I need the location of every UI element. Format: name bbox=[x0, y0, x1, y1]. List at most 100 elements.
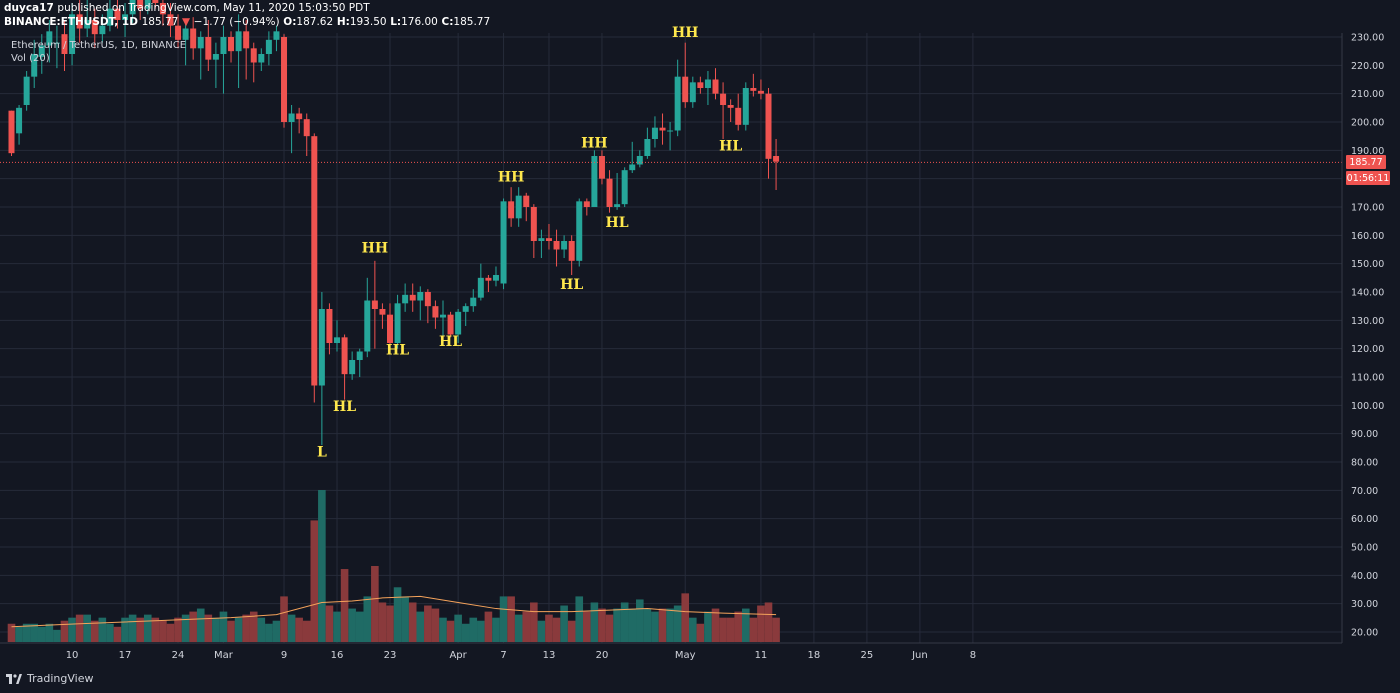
candle bbox=[167, 3, 174, 37]
candle bbox=[704, 71, 711, 105]
volume-bar bbox=[507, 596, 515, 642]
volume-bar bbox=[461, 623, 470, 642]
volume-bar bbox=[552, 617, 561, 642]
candle bbox=[371, 260, 378, 349]
candle bbox=[250, 42, 257, 83]
price-tick-label: 40.00 bbox=[1351, 571, 1378, 582]
candle bbox=[689, 76, 696, 108]
candle-body bbox=[720, 93, 727, 105]
candle bbox=[349, 351, 356, 380]
candle bbox=[651, 116, 658, 148]
price-tick-label: 120.00 bbox=[1351, 344, 1384, 355]
candle-body bbox=[598, 156, 605, 179]
annotation-label: HH bbox=[362, 240, 388, 256]
candle-body bbox=[129, 0, 136, 15]
time-tick-label: May bbox=[675, 650, 696, 661]
candle bbox=[674, 59, 681, 137]
volume-bar bbox=[287, 614, 296, 642]
volume-bar bbox=[174, 617, 182, 642]
volume-bar bbox=[393, 587, 402, 642]
volume-bar bbox=[30, 623, 39, 642]
close-label: C: bbox=[441, 16, 454, 28]
open-value: 187.62 bbox=[296, 16, 334, 28]
candle-body bbox=[220, 37, 227, 54]
volume-bar bbox=[75, 614, 84, 642]
price-axis-panel bbox=[1342, 0, 1400, 670]
candle-body bbox=[205, 37, 212, 60]
volume-bar bbox=[106, 623, 114, 642]
footer-brand: TradingView bbox=[27, 672, 94, 685]
candle-body bbox=[432, 306, 439, 318]
time-tick-label: Apr bbox=[449, 650, 467, 661]
candle bbox=[629, 141, 636, 173]
time-tick-label: 11 bbox=[755, 650, 768, 661]
volume-bar bbox=[371, 566, 379, 642]
candle bbox=[205, 20, 212, 71]
candle-body bbox=[250, 48, 257, 63]
candle-body bbox=[462, 306, 469, 312]
candle bbox=[69, 3, 76, 66]
time-tick-label: 16 bbox=[331, 650, 344, 661]
candle-body bbox=[46, 31, 53, 46]
volume-bar bbox=[681, 593, 690, 642]
volume-bar bbox=[560, 605, 568, 642]
candle-body bbox=[356, 351, 363, 360]
time-tick-label: Mar bbox=[214, 650, 234, 661]
chart-grid bbox=[0, 33, 1342, 643]
volume-bar bbox=[318, 490, 326, 642]
candle bbox=[334, 320, 341, 352]
candle bbox=[144, 0, 151, 15]
candle bbox=[538, 229, 545, 258]
price-axis[interactable]: 20.00 30.00 40.00 50.00 60.00 70.00 80.00 90.00… bbox=[1351, 33, 1384, 639]
candle-body bbox=[114, 8, 121, 20]
volume-bar bbox=[83, 614, 91, 642]
time-axis[interactable]: 10 17 24 Mar 9 16 23 Apr 7 13 20 May 11 18 25 Jun 8 bbox=[66, 650, 976, 661]
candle-body bbox=[447, 314, 454, 335]
volume-bars bbox=[7, 490, 780, 642]
candle-body bbox=[538, 238, 545, 241]
tradingview-logo[interactable]: TradingView bbox=[6, 672, 93, 685]
volume-bar bbox=[620, 602, 629, 642]
volume-bar bbox=[583, 611, 591, 642]
volume-bar bbox=[386, 605, 394, 642]
candle-body bbox=[621, 170, 628, 205]
volume-bar bbox=[499, 596, 508, 642]
volume-legend[interactable]: Vol (20) bbox=[11, 53, 50, 64]
candle bbox=[742, 82, 749, 131]
volume-bar bbox=[401, 596, 409, 642]
low-value: 176.00 bbox=[401, 16, 438, 28]
candle-body bbox=[659, 127, 666, 131]
candle-body bbox=[303, 119, 310, 137]
pattern-annotations: L HL HH HL HL HH HL HH HL HH HL bbox=[317, 25, 742, 460]
candle-body bbox=[228, 37, 235, 52]
ohlc-header: BINANCE:ETHUSDT, 1D 185.77 ▼ −1.77 (−0.9… bbox=[4, 16, 490, 28]
candle-body bbox=[273, 31, 280, 40]
candle bbox=[697, 76, 704, 94]
candle bbox=[61, 20, 68, 71]
volume-bar bbox=[265, 623, 273, 642]
low-label: L: bbox=[390, 16, 402, 28]
candle bbox=[583, 198, 590, 216]
price-tick-label: 160.00 bbox=[1351, 231, 1384, 242]
volume-bar bbox=[227, 620, 235, 642]
volume-bar bbox=[704, 611, 712, 642]
candle-body bbox=[258, 54, 265, 63]
candle-body bbox=[773, 156, 780, 162]
candle bbox=[99, 14, 106, 43]
candle-body bbox=[23, 76, 30, 105]
candle bbox=[455, 309, 462, 343]
candle-body bbox=[417, 292, 424, 301]
candle bbox=[757, 79, 764, 100]
chart-legend-title[interactable]: Ethereum / TetherUS, 1D, BINANCE bbox=[11, 40, 187, 51]
volume-bar bbox=[749, 617, 758, 642]
candle-body bbox=[553, 241, 560, 250]
time-tick-label: 13 bbox=[543, 650, 556, 661]
candle-body bbox=[387, 314, 393, 343]
volume-bar bbox=[196, 608, 205, 642]
author-name[interactable]: duyca17 bbox=[4, 2, 54, 14]
candle bbox=[190, 17, 197, 60]
candle bbox=[508, 187, 515, 227]
candle bbox=[720, 82, 727, 139]
price-tick-label: 20.00 bbox=[1351, 628, 1378, 639]
